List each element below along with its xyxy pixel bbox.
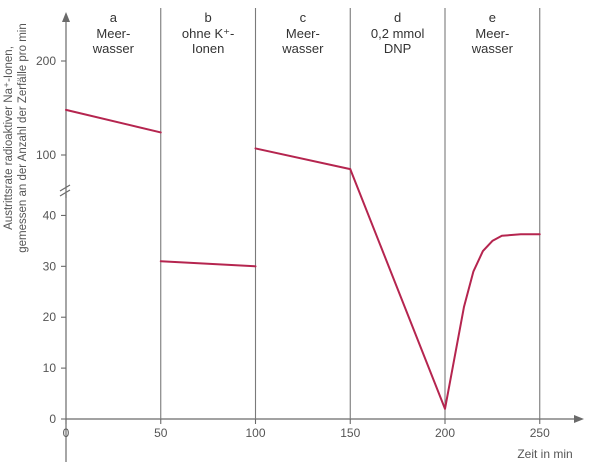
- phase-label: Meer-: [96, 26, 130, 41]
- phase-letter: c: [300, 10, 307, 25]
- x-tick-label: 0: [63, 426, 70, 440]
- phase-letter: e: [489, 10, 496, 25]
- phase-label: ohne K⁺-: [182, 26, 234, 41]
- y-tick-label: 30: [43, 259, 57, 273]
- phase-label: wasser: [471, 41, 514, 56]
- x-axis-title: Zeit in min: [517, 447, 572, 461]
- x-axis-arrow: [574, 415, 584, 423]
- y-axis-ticks: 0 10 20 30 40 100 200: [36, 54, 66, 426]
- phase-label: Ionen: [192, 41, 225, 56]
- series-line-b: [159, 260, 257, 268]
- axis-break-mark: [59, 189, 71, 197]
- y-axis-title-line-2: gemessen an der Anzahl der Zerfälle pro …: [17, 23, 29, 252]
- phase-label: wasser: [281, 41, 324, 56]
- phase-dividers: [160, 8, 541, 419]
- y-axis-title: Austrittsrate radioaktiver Na⁺-Ionen, ge…: [3, 23, 29, 252]
- chart-frame: [59, 12, 584, 462]
- series-line-a: [65, 108, 162, 134]
- y-tick-label: 200: [36, 54, 56, 68]
- y-tick-label: 10: [43, 361, 57, 375]
- phase-letter: b: [205, 10, 212, 25]
- phase-label: wasser: [92, 41, 135, 56]
- x-tick-label: 200: [435, 426, 455, 440]
- phase-label: DNP: [384, 41, 411, 56]
- x-tick-label: 150: [340, 426, 360, 440]
- phase-label: 0,2 mmol: [371, 26, 425, 41]
- series-line-d-e: [349, 168, 541, 410]
- y-tick-label: 100: [36, 148, 56, 162]
- phase-letter: a: [110, 10, 118, 25]
- x-tick-label: 50: [154, 426, 168, 440]
- x-axis-ticks: 0 50 100 150 200 250: [63, 419, 550, 440]
- y-tick-label: 40: [43, 208, 57, 222]
- phase-letter: d: [394, 10, 401, 25]
- x-tick-label: 100: [245, 426, 265, 440]
- axis-break-mark: [59, 184, 71, 192]
- series-line-c: [254, 147, 352, 171]
- y-tick-label: 0: [49, 412, 56, 426]
- y-tick-label: 20: [43, 310, 57, 324]
- y-axis-title-line-1: Austrittsrate radioaktiver Na⁺-Ionen,: [3, 46, 15, 230]
- x-tick-label: 250: [530, 426, 550, 440]
- phase-label: Meer-: [286, 26, 320, 41]
- data-series: [65, 108, 541, 410]
- phase-label: Meer-: [475, 26, 509, 41]
- y-axis-arrow: [62, 12, 70, 22]
